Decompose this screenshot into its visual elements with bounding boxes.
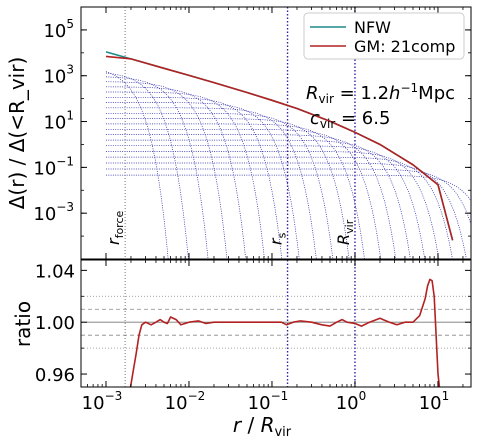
component-curve-17 [106, 151, 440, 259]
top-panel: 10−3 10−1 101 103 105 rforce rs Rvir Δ(r) / Δ(… [5, 6, 472, 260]
component-curve-11 [106, 118, 350, 259]
top-vline-labels: rforce rs Rvir [104, 210, 356, 245]
top-y-tick-label: 101 [43, 109, 74, 134]
component-curve-19 [106, 162, 467, 259]
component-curve-14 [106, 134, 397, 259]
bottom-x-tick-label: 10−2 [165, 389, 206, 414]
bottom-y-axis-label: ratio [11, 301, 35, 347]
component-curve-15 [106, 139, 411, 259]
component-curve-5 [106, 86, 247, 259]
annotation-cvir: cvir = 6.5 [310, 108, 390, 131]
bottom-y-tick-label: 1.04 [35, 261, 75, 282]
vline-label-force: rforce [104, 210, 126, 245]
top-series [105, 51, 454, 241]
bottom-panel: 10−3 10−2 10−1 100 101 0.96 1.00 1.04 ratio r … [11, 259, 472, 440]
bottom-x-tick-label: 100 [336, 389, 367, 414]
component-curve-7 [106, 96, 283, 259]
bottom-x-tick-label: 10−1 [248, 389, 289, 414]
legend-box [303, 12, 465, 60]
legend: NFW GM: 21comp [303, 12, 465, 60]
series-line-gm [105, 55, 454, 241]
top-y-ticks: 10−3 10−1 101 103 105 [33, 6, 471, 260]
bottom-x-tick-label: 101 [419, 389, 450, 414]
component-curve-9 [106, 107, 317, 259]
vline-label-s: rs [267, 232, 289, 245]
legend-label-gm: GM: 21comp [354, 37, 455, 56]
top-y-tick-label: 10−3 [33, 200, 74, 225]
bottom-axes-frame [80, 259, 472, 388]
component-curve-12 [106, 123, 365, 259]
top-y-tick-label: 10−1 [33, 154, 74, 179]
top-x-ticks [105, 7, 464, 259]
component-curve-16 [106, 145, 426, 259]
bottom-series [129, 278, 441, 387]
bottom-x-axis-label: r / Rvir [233, 413, 292, 440]
component-curve-13 [106, 128, 382, 259]
annotation-rvir: Rvir = 1.2h−1Mpc [306, 81, 455, 106]
component-curve-18 [106, 156, 453, 259]
bottom-vertical-lines [124, 260, 356, 387]
bottom-x-ticks: 10−3 10−2 10−1 100 101 [80, 260, 464, 414]
legend-label-nfw: NFW [354, 18, 391, 37]
bottom-x-tick-label: 10−3 [82, 389, 123, 414]
top-y-tick-label: 105 [43, 17, 74, 42]
ratio-line [129, 278, 441, 387]
top-y-axis-label: Δ(r) / Δ(<R_vir) [5, 57, 29, 210]
top-y-tick-label: 103 [43, 63, 74, 88]
bottom-y-tick-label: 1.00 [35, 313, 75, 334]
top-axes-frame [80, 6, 472, 260]
component-curve-3 [106, 76, 209, 259]
component-curve-10 [106, 112, 334, 259]
component-curve-6 [106, 91, 265, 259]
component-curve-2 [105, 72, 189, 259]
bottom-y-tick-label: 0.96 [35, 365, 75, 386]
component-curve-1 [105, 71, 169, 259]
vline-label-vir: Rvir [334, 219, 356, 245]
bottom-y-ticks: 0.96 1.00 1.04 [35, 261, 471, 386]
